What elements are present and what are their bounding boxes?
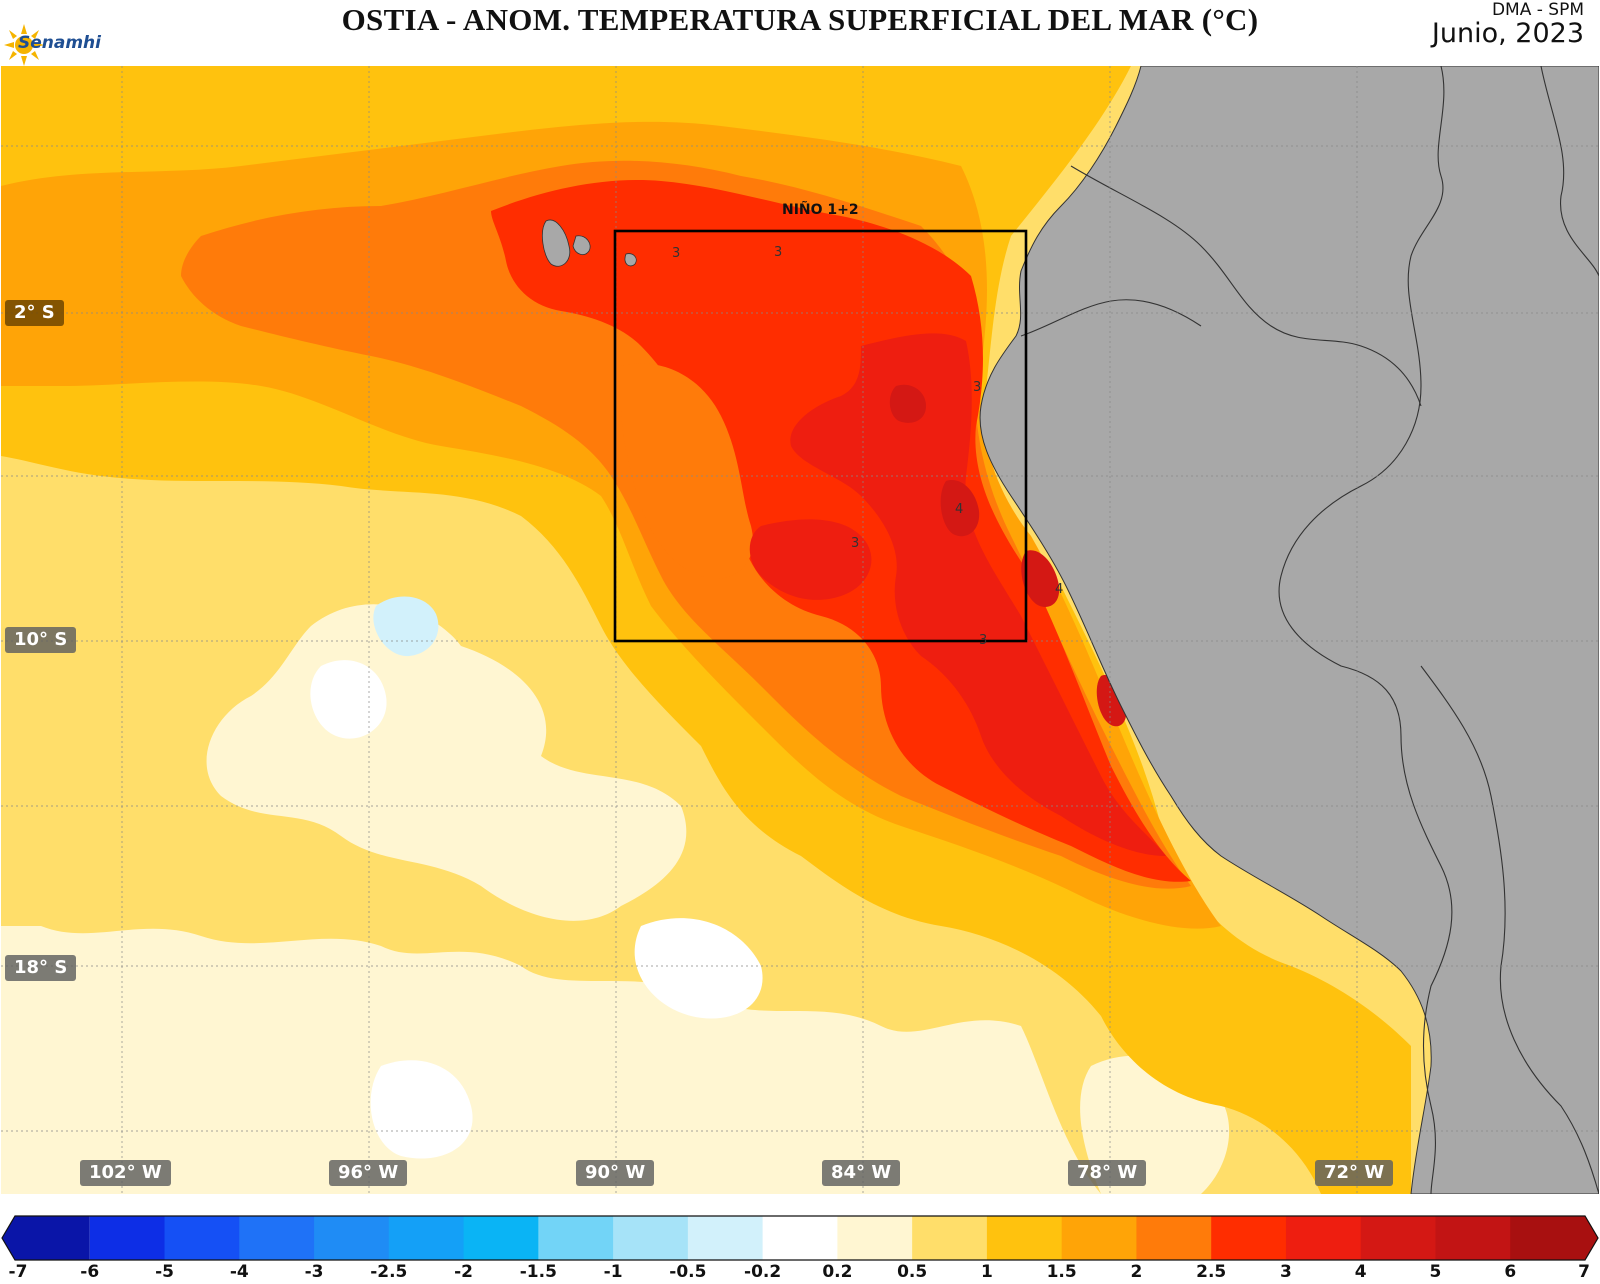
colorbar-segment [1510,1216,1598,1260]
lon-label-90w: 90° W [576,1160,655,1186]
colorbar-tick-label: -4 [229,1262,249,1282]
lon-label-96w: 96° W [329,1160,408,1186]
country-borders [1020,66,1599,1194]
colorbar-segment [912,1216,988,1260]
lon-label-78w: 78° W [1068,1160,1147,1186]
contour-label: 4 [1055,582,1063,597]
colorbar-segment [1285,1216,1362,1260]
colorbar-segment [613,1216,689,1260]
contour-label: 3 [672,246,680,261]
contour-label: 3 [979,633,987,648]
colorbar-segment [164,1216,240,1260]
colorbar-outline [1,1215,1599,1261]
colorbar-segment [687,1216,764,1260]
colorbar-segment [463,1216,539,1260]
date-label: Junio, 2023 [1431,18,1584,49]
colorbar-tick-label: 2.5 [1196,1262,1227,1282]
anomaly-core-4-2 [940,480,980,537]
colorbar-segment [314,1216,390,1260]
colorbar-tick-label: -0.5 [669,1262,707,1282]
lon-label-84w: 84° W [822,1160,901,1186]
colorbar-segment [1211,1216,1287,1260]
colorbar-segment [89,1216,166,1260]
anomaly-core-4-1 [889,384,926,423]
colorbar-tick-label: 0.2 [822,1262,853,1282]
colorbar-tick-label: -1.5 [519,1262,557,1282]
colorbar-tick-label: 6 [1504,1262,1517,1282]
colorbar-segment [837,1216,913,1260]
colorbar [1,1215,1599,1261]
lat-label-2s: 2° S [5,300,64,326]
colorbar-segment [1435,1216,1511,1260]
anomaly-core-4-3 [1021,550,1060,607]
anomaly-band-3-4 [790,333,1166,856]
graticule [1,66,1599,1194]
nino12-label: NIÑO 1+2 [782,201,859,218]
senamhi-logo: Senamhi [4,22,114,68]
colorbar-tick-label: 5 [1429,1262,1442,1282]
agency-label: DMA - SPM [1491,0,1584,20]
anomaly-patch-white-3 [370,1060,473,1159]
colorbar-tick-label: 0.5 [897,1262,928,1282]
anomaly-patch-low-2 [1,935,471,1194]
colorbar-segment [1136,1216,1212,1260]
colorbar-segment [1360,1216,1436,1260]
colorbar-tick-label: -2.5 [370,1262,408,1282]
lon-label-102w: 102° W [80,1160,171,1186]
colorbar-tick-label: 7 [1578,1262,1590,1282]
contour-label: 4 [955,502,963,517]
anomaly-band-3-4-south [749,519,872,600]
sun-icon [4,24,44,66]
anomaly-patch-low-3 [502,1032,883,1194]
contour-label: 3 [973,380,981,395]
south-america-land [979,66,1599,1194]
galapagos-islands [541,219,637,267]
nino12-box [613,229,1028,643]
anomaly-patch-white-2 [634,918,763,1019]
colorbar-tick-label: -3 [304,1262,324,1282]
colorbar-segment [538,1216,614,1260]
page-title: OSTIA - ANOM. TEMPERATURA SUPERFICIAL DE… [341,2,1259,37]
colorbar-tick-label: -5 [155,1262,174,1282]
colorbar-tick-label: 4 [1354,1262,1367,1282]
colorbar-segment [388,1216,465,1260]
colorbar-segment [2,1216,90,1260]
anomaly-patch-white-1 [310,660,387,739]
colorbar-tick-label: -6 [80,1262,100,1282]
contour-label: 3 [774,245,782,260]
colorbar-tick-label: 1.5 [1046,1262,1077,1282]
contour-label: 3 [851,536,859,551]
colorbar-tick-label: -0.2 [744,1262,782,1282]
colorbar-segment [239,1216,315,1260]
lat-label-10s: 10° S [5,627,77,653]
logo-text: Senamhi [18,33,101,53]
lon-label-72w: 72° W [1315,1160,1394,1186]
colorbar-tick-label: 2 [1130,1262,1143,1282]
colorbar-tick-label: -2 [454,1262,474,1282]
colorbar-tick-label: -1 [603,1262,623,1282]
colorbar-segment [762,1216,838,1260]
colorbar-segment [1061,1216,1137,1260]
colorbar-tick-label: 1 [980,1262,993,1282]
lat-label-18s: 18° S [5,955,77,981]
colorbar-segment [986,1216,1063,1260]
sst-anomaly-map: NIÑO 1+2 3 3 3 3 4 4 3 [1,66,1599,1194]
anomaly-patch-2-2.5-inner [621,363,753,579]
colorbar-tick-label: -7 [8,1262,28,1282]
colorbar-tick-label: 3 [1280,1262,1292,1282]
